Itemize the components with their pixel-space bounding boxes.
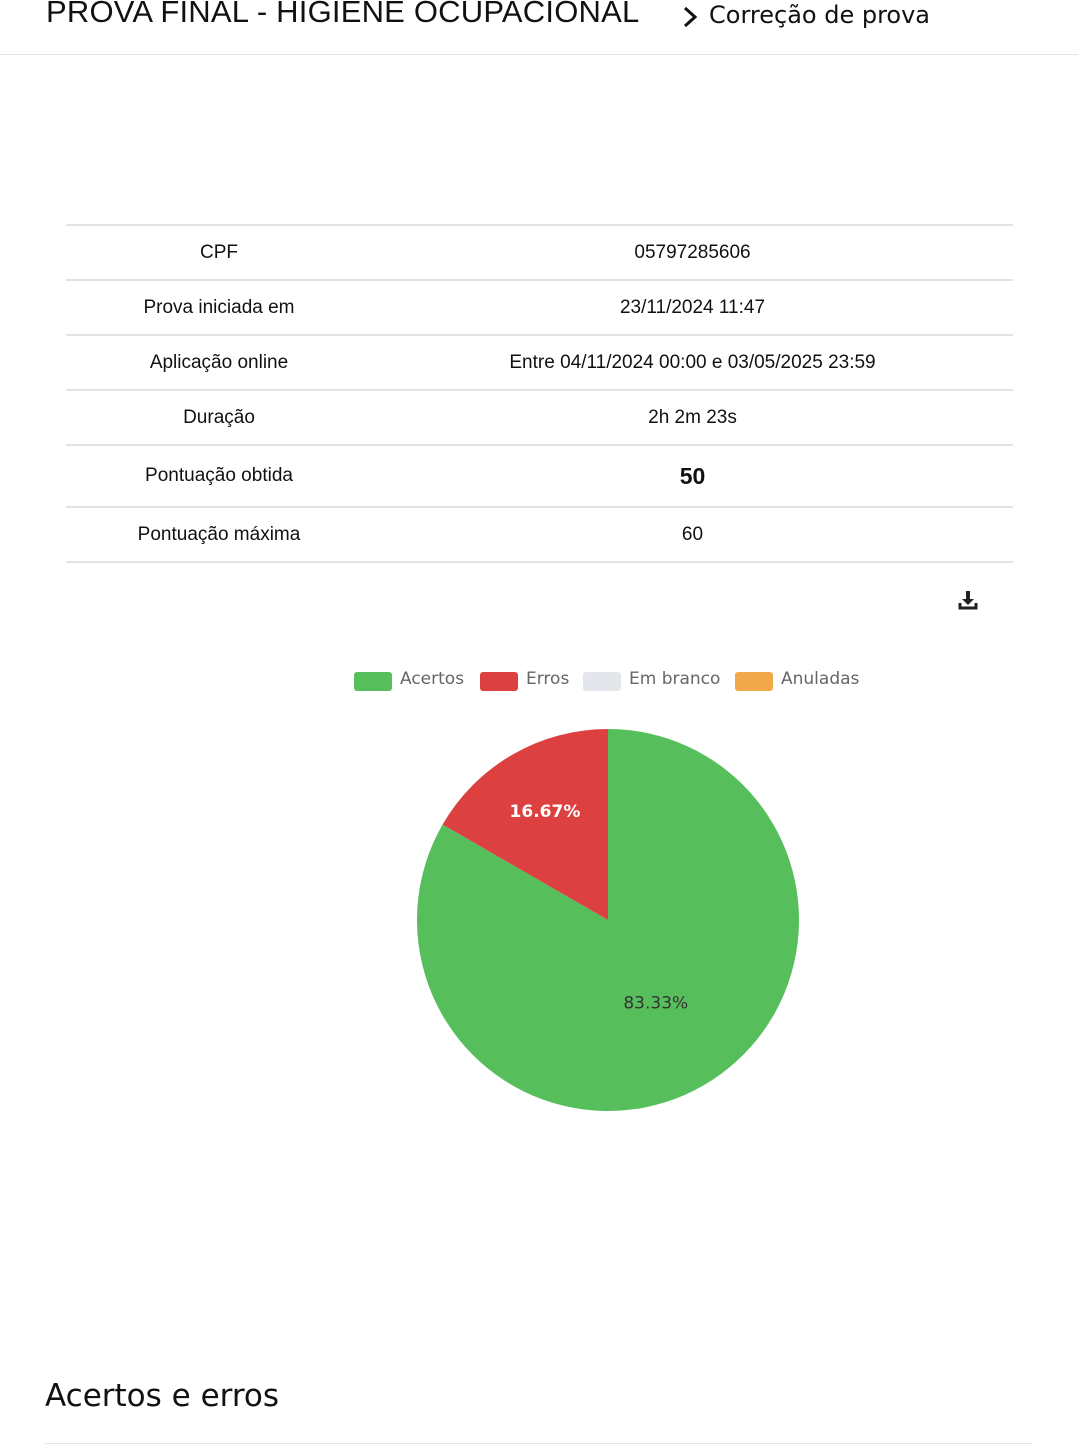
legend-label: Erros [526, 669, 570, 689]
exam-info-table: CPF 05797285606 Prova iniciada em 23/11/… [66, 224, 1013, 563]
section-title-acertos-erros: Acertos e erros [45, 1378, 280, 1414]
breadcrumb-current: Correção de prova [709, 1, 931, 29]
info-row-duration: Duração 2h 2m 23s [66, 389, 1013, 445]
pie-slice-erros[interactable] [442, 729, 608, 920]
legend-label: Acertos [400, 669, 465, 689]
page-header: PROVA FINAL - HIGIENE OCUPACIONAL Correç… [0, 0, 1078, 55]
info-label: Pontuação obtida [66, 444, 372, 507]
info-label: Duração [66, 389, 372, 445]
legend-label: Em branco [629, 669, 721, 689]
exam-title: PROVA FINAL - HIGIENE OCUPACIONAL [46, 0, 640, 29]
info-row-cpf: CPF 05797285606 [66, 224, 1013, 280]
pie-label-acertos: 83.33% [623, 994, 688, 1014]
legend-swatch [354, 672, 392, 691]
info-row-online: Aplicação online Entre 04/11/2024 00:00 … [66, 334, 1013, 390]
legend-swatch [583, 672, 621, 691]
divider [45, 1443, 1033, 1444]
chevron-right-icon [683, 6, 698, 28]
info-label: Pontuação máxima [66, 506, 372, 563]
info-value: Entre 04/11/2024 00:00 e 03/05/2025 23:5… [372, 334, 1013, 390]
legend-swatch [480, 672, 518, 691]
info-label: Aplicação online [66, 334, 372, 390]
score-value: 50 [372, 444, 1013, 507]
info-row-max-score: Pontuação máxima 60 [66, 506, 1013, 563]
info-value: 60 [372, 506, 1013, 563]
download-icon[interactable] [957, 589, 979, 611]
info-value: 2h 2m 23s [372, 389, 1013, 445]
info-value: 23/11/2024 11:47 [372, 279, 1013, 335]
info-row-started: Prova iniciada em 23/11/2024 11:47 [66, 279, 1013, 335]
legend-label: Anuladas [781, 669, 860, 689]
info-row-score: Pontuação obtida 50 [66, 444, 1013, 507]
info-label: CPF [66, 224, 372, 280]
info-label: Prova iniciada em [66, 279, 372, 335]
legend-swatch [735, 672, 773, 691]
info-value: 05797285606 [372, 224, 1013, 280]
pie-label-erros: 16.67% [510, 802, 581, 822]
